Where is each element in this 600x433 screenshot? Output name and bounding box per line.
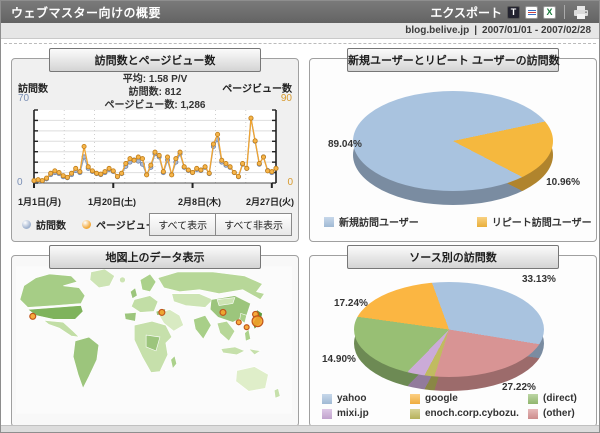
repeat-users-swatch [476, 216, 487, 227]
users-pie-chart[interactable] [353, 91, 553, 205]
title-bar: ウェブマスター向けの概要 エクスポート T X [1, 1, 599, 23]
series-legend: 訪問数 ページビュー数 [22, 217, 166, 232]
right-axis-max: 90 [280, 93, 292, 104]
stat-visits: 訪問数: 812 [128, 87, 182, 98]
left-axis-label: 訪問数 [18, 84, 48, 95]
geo-map-panel: 地図上のデータ表示 [11, 245, 299, 427]
page-title: ウェブマスター向けの概要 [11, 5, 162, 20]
content-area: 訪問数とページビュー数 平均: 1.58 P/V 訪問数: 812 ページビュー… [1, 39, 599, 432]
panel-title-visits: 訪問数とページビュー数 [49, 48, 261, 72]
sources-panel: ソース別の訪問数 33.13% 17.24% 14.90% 27.22% yah… [309, 245, 597, 427]
legend-label: (direct) [543, 393, 577, 404]
legend-label: enoch.corp.cybozu. [425, 408, 519, 419]
x-axis-labels: 1月1日(月) 1月20日(土) 2月8日(木) 2月27日(火) [12, 195, 298, 207]
divider [564, 5, 565, 19]
x-label: 2月27日(火) [245, 197, 294, 207]
legend-item-mixi: mixi.jp [322, 408, 410, 419]
right-axis-label: ページビュー数 [222, 84, 292, 95]
mixi-swatch [322, 408, 332, 419]
left-axis-min: 0 [17, 177, 23, 188]
panel-title-users: 新規ユーザーとリピート ユーザーの訪問数 [347, 48, 560, 72]
legend-label: ページビュー数 [96, 221, 166, 232]
legend-item-pageviews[interactable]: ページビュー数 [82, 217, 166, 232]
sources-pie-chart[interactable] [354, 282, 544, 391]
direct-pct: 14.90% [322, 354, 356, 365]
legend-item-repeat: リピート訪問ユーザー [476, 214, 592, 229]
legend-label: リピート訪問ユーザー [491, 218, 592, 229]
panel-title-map: 地図上のデータ表示 [49, 245, 261, 269]
legend-item-new: 新規訪問ユーザー [324, 214, 419, 229]
legend-label: yahoo [337, 393, 367, 404]
x-label: 2月8日(木) [178, 197, 222, 207]
x-label: 1月20日(土) [88, 197, 137, 207]
enoch-swatch [410, 408, 420, 419]
repeat-users-pct: 10.96% [546, 177, 580, 188]
legend-label: mixi.jp [337, 408, 369, 419]
export-excel-icon[interactable]: X [543, 5, 556, 19]
pie-surface [353, 91, 553, 191]
legend-item-direct: (direct) [528, 393, 588, 404]
export-xml-icon[interactable] [525, 5, 538, 19]
legend-label: google [425, 393, 458, 404]
continents [19, 268, 281, 399]
direct-swatch [528, 393, 538, 404]
legend-item-yahoo: yahoo [322, 393, 410, 404]
visits-pageviews-panel: 訪問数とページビュー数 平均: 1.58 P/V 訪問数: 812 ページビュー… [11, 48, 299, 242]
google-pct: 17.24% [334, 298, 368, 309]
printer-icon[interactable] [573, 5, 589, 19]
visits-stats: 平均: 1.58 P/V 訪問数: 812 ページビュー数: 1,286 [12, 73, 298, 112]
export-label: エクスポート [430, 5, 502, 20]
new-vs-repeat-panel: 新規ユーザーとリピート ユーザーの訪問数 89.04% 10.96% 新規訪問ユ… [309, 48, 597, 242]
users-legend: 新規訪問ユーザー リピート訪問ユーザー [324, 214, 592, 229]
new-users-swatch [324, 216, 334, 227]
pie-surface [354, 282, 544, 377]
visit-markers [29, 308, 264, 331]
stat-average: 平均: 1.58 P/V [122, 74, 188, 85]
visits-marker-icon [22, 220, 31, 229]
footer-band [1, 425, 599, 432]
date-range: 2007/01/01 - 2007/02/28 [482, 25, 591, 36]
legend-label: 訪問数 [36, 221, 66, 232]
export-tsv-icon[interactable]: T [507, 5, 520, 19]
legend-label: 新規訪問ユーザー [339, 218, 419, 229]
pageviews-marker-icon [82, 220, 91, 229]
google-swatch [410, 393, 420, 404]
legend-item-google: google [410, 393, 528, 404]
stat-pageviews: ページビュー数: 1,286 [104, 100, 206, 111]
legend-item-visits[interactable]: 訪問数 [22, 217, 66, 232]
site-name: blog.belive.jp [405, 25, 470, 36]
legend-label: (other) [543, 408, 575, 419]
new-users-pct: 89.04% [328, 139, 362, 150]
visits-pageviews-chart[interactable] [24, 107, 286, 195]
legend-item-other: (other) [528, 408, 588, 419]
other-swatch [528, 408, 538, 419]
chart-buttons: すべて表示 すべて非表示 [149, 213, 292, 236]
export-area: エクスポート T X [430, 4, 599, 21]
x-label: 1月1日(月) [18, 197, 62, 207]
panel-title-sources: ソース別の訪問数 [347, 245, 559, 269]
left-axis-max: 70 [18, 93, 30, 104]
report-context-bar: blog.belive.jp | 2007/01/01 - 2007/02/28 [1, 23, 599, 39]
legend-item-enoch: enoch.corp.cybozu. [410, 408, 528, 419]
show-all-button[interactable]: すべて表示 [149, 213, 217, 236]
right-axis-min: 0 [287, 177, 293, 188]
context-divider: | [474, 25, 478, 36]
world-map[interactable] [16, 262, 292, 418]
other-pct: 27.22% [502, 382, 536, 393]
yahoo-pct: 33.13% [522, 274, 556, 285]
sources-legend: yahoo google (direct) mixi.jp enoch.corp… [322, 393, 588, 419]
yahoo-swatch [322, 393, 332, 404]
hide-all-button[interactable]: すべて非表示 [215, 213, 292, 236]
